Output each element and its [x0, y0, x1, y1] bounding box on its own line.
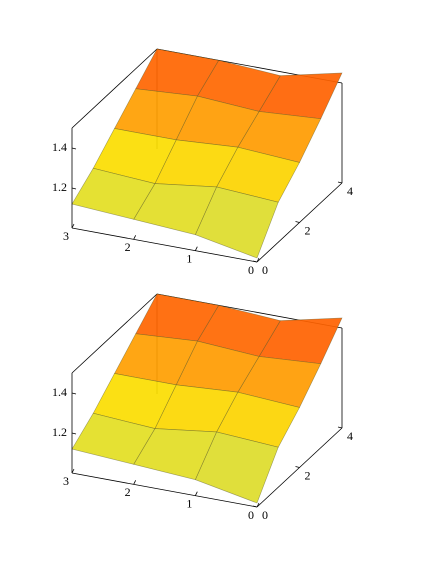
- box-edge: [71, 48, 158, 129]
- x-tick-label: 1: [186, 251, 192, 265]
- y-tick: [252, 260, 258, 263]
- surface-chart: 0 1 2 3 0 2 4 1.2 1.4: [52, 48, 353, 277]
- x-tick-label: 2: [125, 240, 131, 254]
- z-tick: [71, 432, 77, 435]
- y-tick-label: 4: [347, 429, 353, 443]
- y-tick-label: 0: [262, 263, 268, 277]
- x-tick-label: 2: [125, 485, 131, 499]
- x-tick-label: 3: [63, 474, 69, 488]
- box-edge: [71, 293, 158, 374]
- y-tick: [295, 466, 300, 468]
- z-tick-label: 1.2: [52, 180, 67, 194]
- x-tick: [256, 257, 260, 263]
- z-tick-label: 1.4: [52, 140, 67, 154]
- x-tick-label: 0: [248, 263, 254, 277]
- y-tick-label: 4: [347, 184, 353, 198]
- x-tick: [256, 502, 260, 508]
- z-tick: [71, 147, 77, 150]
- x-axis: [71, 227, 258, 263]
- x-tick: [194, 246, 198, 251]
- x-axis: [71, 472, 258, 508]
- x-tick: [133, 480, 137, 485]
- x-tick-label: 0: [248, 508, 254, 522]
- y-tick-label: 2: [305, 468, 311, 482]
- x-tick: [71, 223, 75, 229]
- surface-patch: [71, 167, 156, 220]
- x-tick: [194, 491, 198, 496]
- x-tick-label: 3: [63, 229, 69, 243]
- y-tick: [337, 426, 343, 429]
- x-tick: [71, 468, 75, 474]
- y-tick: [252, 505, 258, 508]
- z-tick: [71, 392, 77, 395]
- y-tick: [337, 181, 343, 184]
- x-tick-label: 1: [186, 496, 192, 510]
- y-tick: [295, 221, 300, 223]
- z-tick-label: 1.4: [52, 385, 67, 399]
- y-tick-label: 0: [262, 508, 268, 522]
- surface-patch: [71, 412, 156, 465]
- z-tick-label: 1.2: [52, 425, 67, 439]
- y-tick-label: 2: [305, 223, 311, 237]
- x-tick: [133, 235, 137, 240]
- z-tick: [71, 187, 77, 190]
- surface-chart: 0 1 2 3 0 2 4 1.2 1.4: [52, 293, 353, 522]
